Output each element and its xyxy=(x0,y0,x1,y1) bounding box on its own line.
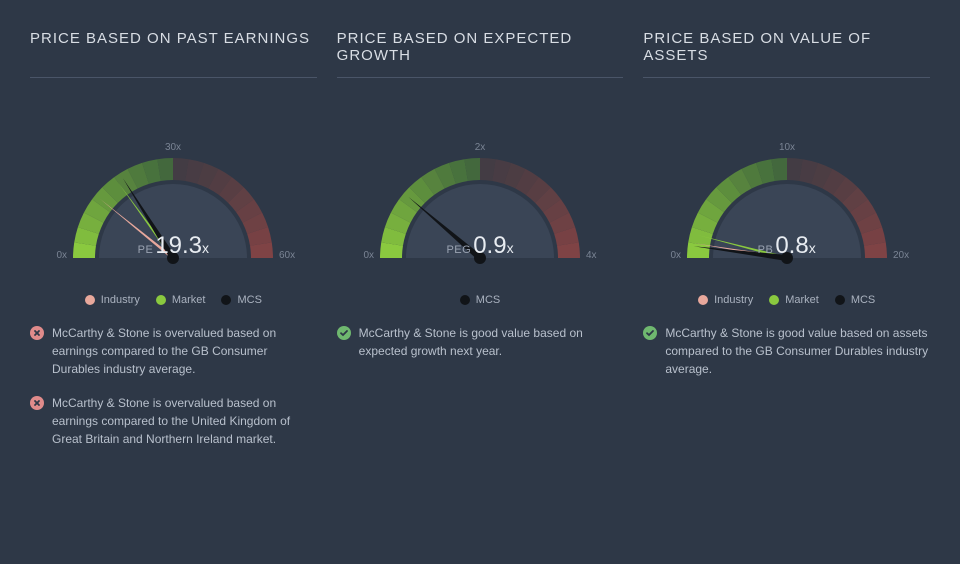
legend-item: Market xyxy=(769,294,819,306)
gauge-value: PEG0.9x xyxy=(337,232,624,260)
valuation-panel: PRICE BASED ON VALUE OF ASSETS 0x 10x 20… xyxy=(643,30,930,544)
notes-list: McCarthy & Stone is good value based on … xyxy=(643,324,930,378)
check-icon xyxy=(643,326,657,340)
gauge: 0x 10x 20x PB0.8x xyxy=(643,88,930,288)
legend-label: MCS xyxy=(476,294,500,306)
metric-value: 19.3x xyxy=(155,232,209,259)
note-item: McCarthy & Stone is good value based on … xyxy=(337,324,624,360)
metric-label: PB xyxy=(758,244,774,256)
panel-title: PRICE BASED ON EXPECTED GROWTH xyxy=(337,30,624,78)
panel-title: PRICE BASED ON VALUE OF ASSETS xyxy=(643,30,930,78)
legend-label: Market xyxy=(172,294,206,306)
legend-dot-icon xyxy=(769,295,779,305)
legend-dot-icon xyxy=(698,295,708,305)
note-item: McCarthy & Stone is overvalued based on … xyxy=(30,394,317,448)
legend-dot-icon xyxy=(221,295,231,305)
legend: Industry Market MCS xyxy=(643,294,930,306)
check-icon xyxy=(337,326,351,340)
valuation-panel: PRICE BASED ON PAST EARNINGS 0x 30x 60x … xyxy=(30,30,317,544)
note-text: McCarthy & Stone is good value based on … xyxy=(665,324,930,378)
metric-label: PE xyxy=(138,244,154,256)
note-text: McCarthy & Stone is good value based on … xyxy=(359,324,624,360)
legend-item: MCS xyxy=(460,294,500,306)
note-item: McCarthy & Stone is overvalued based on … xyxy=(30,324,317,378)
valuation-panel: PRICE BASED ON EXPECTED GROWTH 0x 2x 4x … xyxy=(337,30,624,544)
svg-text:2x: 2x xyxy=(475,142,486,153)
legend-label: Market xyxy=(785,294,819,306)
legend-item: Market xyxy=(156,294,206,306)
cross-icon xyxy=(30,326,44,340)
legend: MCS xyxy=(337,294,624,306)
legend-item: Industry xyxy=(85,294,140,306)
gauge-value: PE19.3x xyxy=(30,232,317,260)
note-text: McCarthy & Stone is overvalued based on … xyxy=(52,324,317,378)
legend-label: MCS xyxy=(851,294,875,306)
notes-list: McCarthy & Stone is overvalued based on … xyxy=(30,324,317,448)
panel-title: PRICE BASED ON PAST EARNINGS xyxy=(30,30,317,78)
legend-item: Industry xyxy=(698,294,753,306)
legend-dot-icon xyxy=(835,295,845,305)
note-item: McCarthy & Stone is good value based on … xyxy=(643,324,930,378)
gauge-value: PB0.8x xyxy=(643,232,930,260)
svg-text:10x: 10x xyxy=(779,142,795,153)
metric-value: 0.9x xyxy=(473,232,513,259)
legend-label: Industry xyxy=(714,294,753,306)
gauge: 0x 30x 60x PE19.3x xyxy=(30,88,317,288)
cross-icon xyxy=(30,396,44,410)
svg-text:30x: 30x xyxy=(165,142,181,153)
legend-dot-icon xyxy=(460,295,470,305)
metric-label: PEG xyxy=(446,244,471,256)
legend-dot-icon xyxy=(156,295,166,305)
legend-label: MCS xyxy=(237,294,261,306)
notes-list: McCarthy & Stone is good value based on … xyxy=(337,324,624,360)
metric-value: 0.8x xyxy=(775,232,815,259)
legend-item: MCS xyxy=(221,294,261,306)
legend-label: Industry xyxy=(101,294,140,306)
legend-item: MCS xyxy=(835,294,875,306)
legend: Industry Market MCS xyxy=(30,294,317,306)
legend-dot-icon xyxy=(85,295,95,305)
gauge: 0x 2x 4x PEG0.9x xyxy=(337,88,624,288)
note-text: McCarthy & Stone is overvalued based on … xyxy=(52,394,317,448)
